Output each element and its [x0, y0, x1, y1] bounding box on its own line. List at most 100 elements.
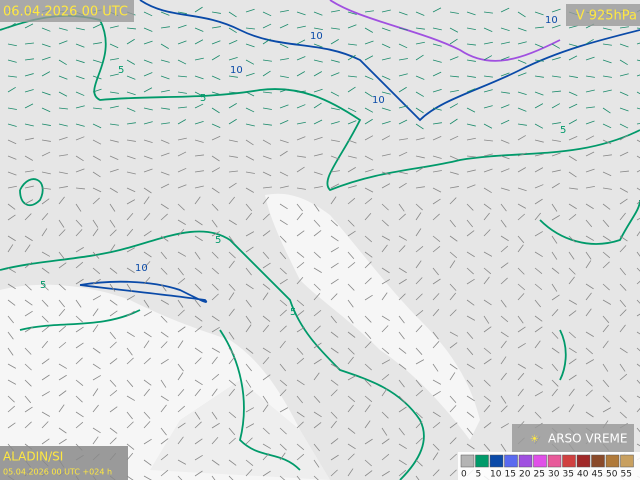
brand: ARSO VREME	[548, 432, 628, 446]
wind-barb	[551, 388, 558, 397]
legend-swatch	[518, 454, 533, 468]
wind-barb	[602, 340, 609, 349]
wind-barb	[534, 59, 544, 62]
wind-barb	[568, 310, 577, 317]
wind-barb	[619, 212, 626, 221]
adriatic-sea	[265, 193, 480, 440]
wind-barb	[177, 363, 184, 372]
wind-barb	[58, 27, 68, 31]
wind-barb	[551, 363, 559, 372]
legend-swatch	[504, 454, 518, 468]
wind-barb	[347, 315, 354, 324]
wind-barb	[75, 326, 84, 333]
wind-barb	[534, 267, 543, 275]
wind-barb	[517, 293, 525, 301]
legend-swatch	[620, 454, 634, 468]
wind-barb	[194, 283, 202, 291]
wind-barb	[211, 251, 219, 259]
wind-barb	[75, 123, 85, 127]
wind-barb	[75, 411, 84, 418]
wind-barb	[364, 251, 373, 258]
wind-barb	[381, 411, 389, 419]
wind-barb	[245, 437, 253, 445]
wind-barb	[313, 443, 320, 452]
wind-barb	[602, 219, 610, 228]
wind-barb	[262, 347, 271, 354]
wind-barb	[41, 151, 51, 157]
wind-barb	[7, 43, 17, 47]
wind-barb	[602, 187, 612, 190]
wind-barb	[41, 56, 51, 61]
wind-barb	[126, 75, 136, 80]
wind-barb	[109, 203, 116, 212]
wind-barb	[245, 203, 253, 212]
wind-barb	[534, 153, 544, 157]
contour-label: 5	[40, 280, 46, 291]
wind-barb	[41, 374, 50, 381]
wind-barb	[551, 43, 561, 49]
wind-barb	[517, 167, 526, 173]
wind-barb	[177, 106, 187, 109]
wind-barb	[415, 277, 423, 285]
wind-barb	[109, 43, 119, 49]
wind-barb	[500, 91, 510, 94]
wind-barb	[296, 251, 305, 258]
wind-barb	[228, 411, 237, 419]
wind-barb	[41, 340, 49, 349]
wind-barb	[313, 395, 321, 403]
wind-barb	[126, 421, 134, 429]
wind-barb	[109, 310, 118, 317]
wind-barb	[415, 310, 424, 317]
wind-barb	[262, 155, 272, 160]
wind-barb	[483, 75, 493, 78]
wind-barb	[75, 261, 84, 269]
wind-barb	[364, 459, 372, 467]
wind-barb	[211, 373, 220, 381]
wind-barb	[466, 230, 475, 237]
wind-barb	[160, 235, 169, 242]
wind-barb	[41, 123, 51, 126]
model-box	[0, 446, 128, 480]
wind-barb	[58, 186, 68, 189]
wind-barb	[24, 347, 32, 355]
wind-barb	[7, 123, 17, 127]
wind-barb	[534, 411, 542, 419]
wind-barb	[619, 26, 629, 29]
wind-barb	[143, 299, 150, 308]
wind-barb	[381, 203, 389, 211]
wind-barb	[330, 438, 339, 445]
wind-barb	[517, 342, 526, 349]
wind-barb	[211, 135, 221, 141]
wind-barb	[41, 438, 50, 445]
wind-barb	[330, 469, 338, 477]
wind-barb	[585, 203, 594, 210]
wind-barb	[585, 283, 594, 290]
wind-barb	[245, 324, 252, 333]
wind-barb	[517, 59, 527, 64]
wind-barb	[313, 171, 323, 176]
wind-barb	[211, 91, 221, 96]
wind-barb	[109, 187, 118, 193]
wind-barb	[211, 437, 219, 445]
wind-barb	[279, 185, 289, 189]
wind-barb	[602, 379, 610, 388]
wind-barb	[109, 155, 119, 160]
contour-label: 10	[372, 95, 385, 106]
wind-barb	[245, 72, 255, 77]
wind-barb	[398, 427, 405, 436]
wind-barb	[7, 155, 17, 160]
wind-barb	[500, 72, 510, 77]
wind-barb	[126, 27, 136, 30]
wind-barb	[551, 283, 558, 292]
wind-barb	[7, 379, 17, 385]
wind-barb	[398, 379, 405, 388]
wind-barb	[585, 219, 593, 228]
wind-barb	[177, 167, 187, 173]
wind-barb	[245, 107, 255, 113]
wind-barb	[58, 251, 65, 260]
wind-barb	[466, 137, 476, 141]
brand-icon: ☀	[530, 434, 539, 445]
wind-barb	[500, 187, 510, 191]
wind-barb	[296, 395, 304, 404]
wind-barb	[41, 299, 49, 307]
